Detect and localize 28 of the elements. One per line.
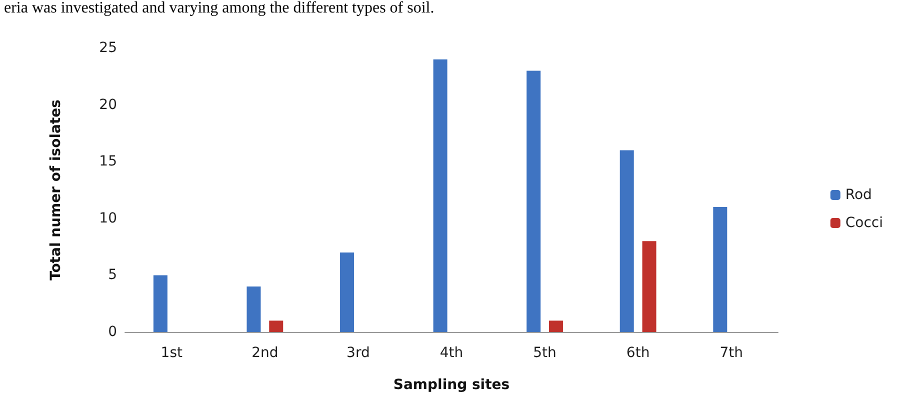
y-tick-label: 20 <box>99 96 117 113</box>
bar <box>548 320 563 332</box>
y-tick-label: 0 <box>108 324 117 340</box>
y-tick-label: 25 <box>99 40 117 56</box>
legend-label: Rod <box>845 187 872 203</box>
bar <box>526 70 541 332</box>
bar <box>153 275 168 332</box>
x-tick-label: 7th <box>720 345 743 361</box>
y-tick-label: 10 <box>99 210 117 226</box>
x-tick-label: 2nd <box>252 345 278 361</box>
bar <box>713 207 728 332</box>
y-axis-title: Total numer of isolates <box>48 99 64 281</box>
bar <box>642 241 656 332</box>
bar <box>340 252 354 332</box>
x-tick-label: 6th <box>626 345 650 361</box>
bar <box>269 320 284 332</box>
x-tick-label: 4th <box>440 345 464 361</box>
bar <box>246 286 261 332</box>
bar <box>620 150 634 332</box>
y-tick-label: 15 <box>99 154 117 170</box>
legend-label: Cocci <box>845 215 883 231</box>
x-tick-label: 1st <box>160 345 183 361</box>
x-tick-label: 5th <box>533 345 556 361</box>
text: eria was investigated and varying among the different types of soil. <box>4 0 434 16</box>
x-tick-label: 3rd <box>346 345 370 361</box>
x-axis-title: Sampling sites <box>393 377 510 393</box>
y-tick-label: 5 <box>108 267 117 284</box>
bar <box>433 59 448 332</box>
